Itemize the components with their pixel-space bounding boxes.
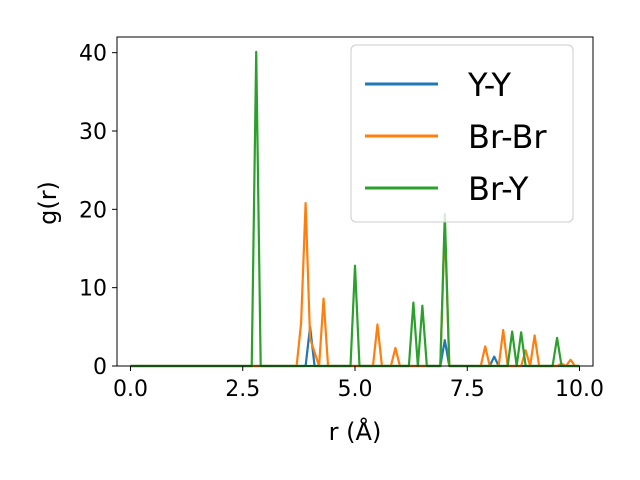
legend-label: Br-Br bbox=[468, 118, 547, 156]
y-tick-label: 0 bbox=[93, 355, 107, 380]
y-tick-label: 20 bbox=[79, 198, 107, 223]
legend-label: Y-Y bbox=[467, 66, 512, 104]
y-tick-label: 30 bbox=[79, 120, 107, 145]
x-tick-label: 0.0 bbox=[113, 377, 148, 402]
ticks: 0.0 2.5 5.0 7.5 10.0 0 10 20 30 40 bbox=[79, 42, 604, 402]
legend-label: Br-Y bbox=[468, 170, 529, 208]
x-tick-label: 2.5 bbox=[225, 377, 260, 402]
y-tick-label: 10 bbox=[79, 277, 107, 302]
series-line-0 bbox=[130, 325, 580, 368]
x-tick-label: 10.0 bbox=[555, 377, 604, 402]
y-axis-label: g(r) bbox=[34, 181, 62, 225]
x-axis-label: r (Å) bbox=[329, 417, 382, 446]
x-tick-label: 7.5 bbox=[450, 377, 485, 402]
legend-box bbox=[350, 44, 574, 223]
legend: Y-Y Br-Br Br-Y bbox=[350, 44, 574, 223]
x-tick-label: 5.0 bbox=[338, 377, 373, 402]
y-tick-label: 40 bbox=[79, 42, 107, 67]
